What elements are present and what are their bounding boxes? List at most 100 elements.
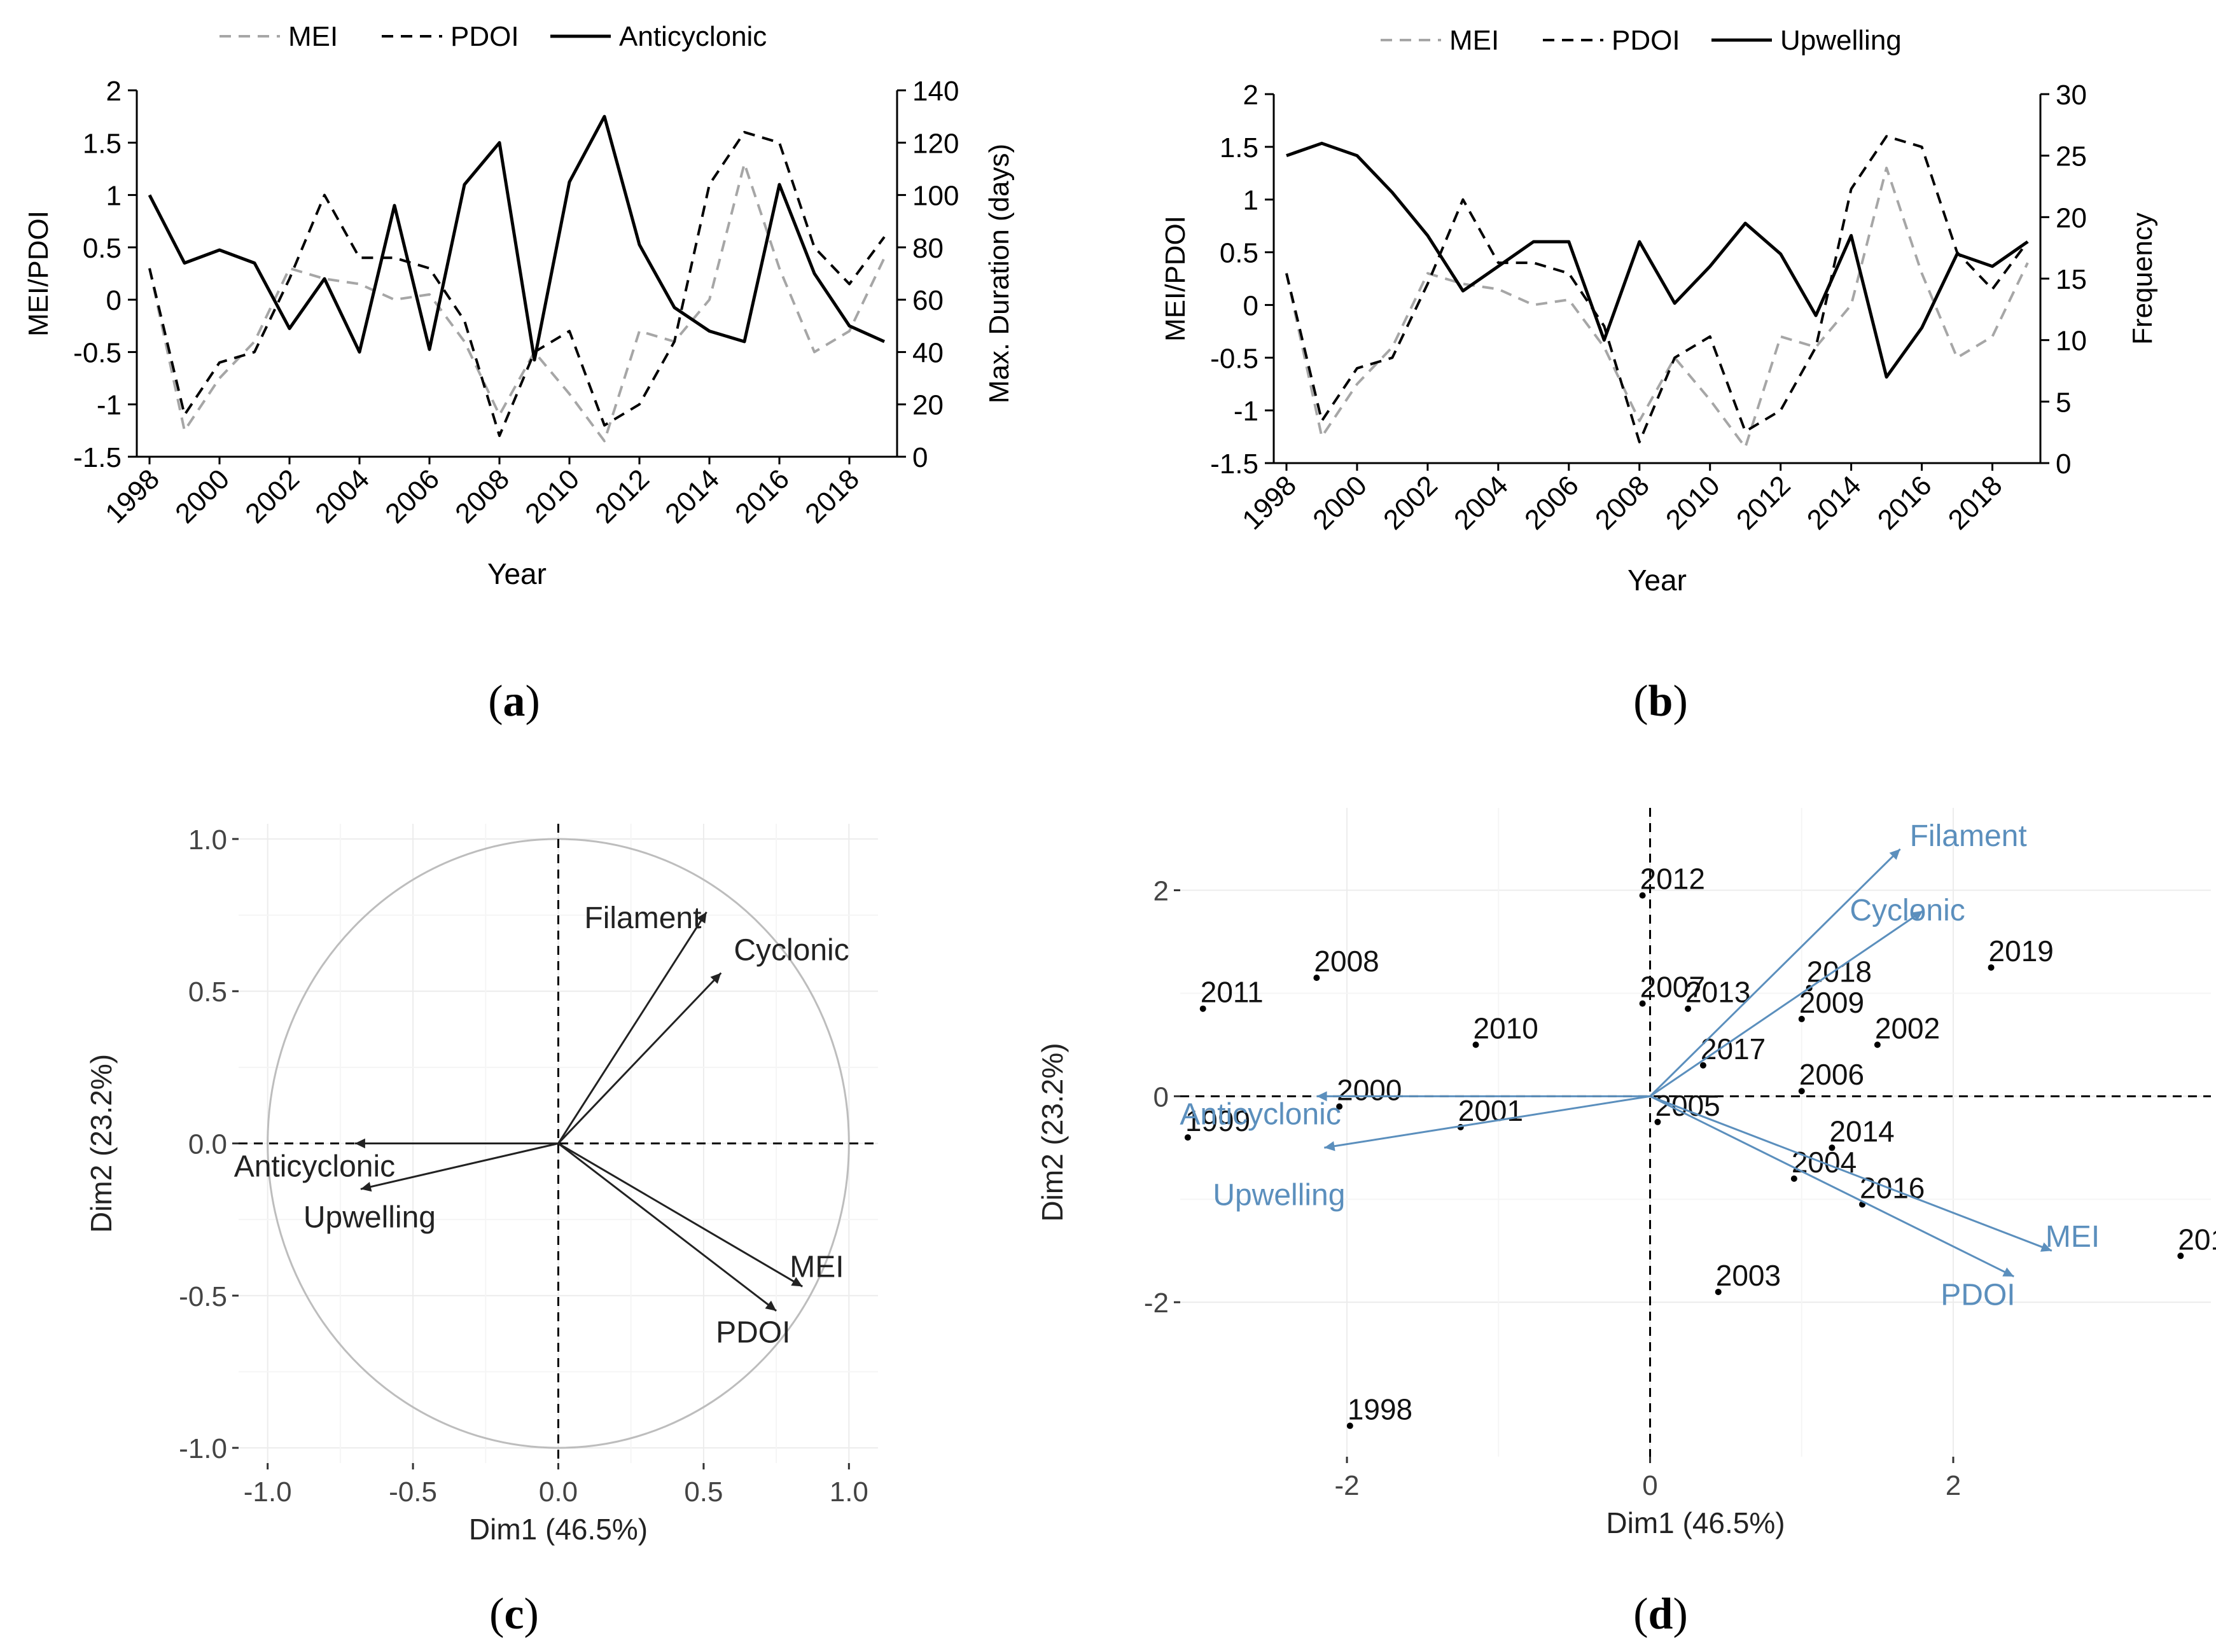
- vector-line-filament: [557, 911, 707, 1144]
- correlation-circle: [267, 838, 850, 1449]
- vector-line-mei: [557, 1142, 803, 1288]
- y-axis-title-right: Frequency: [2127, 212, 2158, 345]
- y-tick-label: 1.0: [188, 824, 227, 856]
- vector-label-upwelling: Upwelling: [1213, 1178, 1345, 1212]
- x-axis-title: Dim1 (46.5%): [469, 1513, 648, 1546]
- data-point-label: 1999: [1185, 1104, 1250, 1137]
- panel-caption-d: (d): [1633, 1590, 1688, 1639]
- y-tick-label: -0.5: [179, 1281, 227, 1312]
- data-point-label: 2008: [1314, 945, 1379, 978]
- data-point-label: 2011: [1201, 976, 1264, 1009]
- y-tick-label-left: 0.5: [83, 233, 122, 264]
- panel-caption-b-letter: b: [1648, 677, 1673, 726]
- y-tick-label-left: -1: [1234, 396, 1258, 427]
- vector-label-pdoi: PDOI: [716, 1316, 790, 1350]
- vector-label-mei: MEI: [2045, 1220, 2100, 1254]
- vector-line-pdoi: [557, 1142, 777, 1312]
- chart-panel-d: -2 0 2 -2 0 2 Dim1 (46.5%) Dim2 (23.2%) 1998 1999…: [1036, 808, 2216, 1539]
- data-point: [1199, 1005, 1206, 1012]
- y-tick-label-left: 1.5: [83, 128, 122, 159]
- data-point-label: 2017: [1701, 1032, 1766, 1065]
- panel-caption-a-letter: a: [503, 677, 526, 726]
- vector-label-pdoi: PDOI: [1941, 1279, 2015, 1312]
- y-tick-label-right: 20: [2056, 202, 2087, 233]
- y-axis-title-left: MEI/PDOI: [23, 211, 54, 337]
- y-tick-label-right: 15: [2056, 264, 2087, 295]
- vector-line-upwelling: [360, 1142, 559, 1190]
- y-tick-label-right: 0: [912, 442, 928, 473]
- vector-line-cyclonic: [1649, 910, 1924, 1097]
- y-tick-label-right: 25: [2056, 141, 2087, 172]
- y-tick-label: -2: [1144, 1288, 1169, 1319]
- x-tick-label: -1.0: [244, 1476, 292, 1508]
- series-line-pdoi: [148, 130, 886, 438]
- series-line-anticyclonic: [148, 115, 886, 362]
- vector-arrowhead-pdoi: [2002, 1267, 2014, 1277]
- x-axis-title: Year: [487, 557, 547, 590]
- legend-label-mei: MEI: [288, 21, 338, 52]
- data-point-label: 2003: [1716, 1259, 1781, 1292]
- vector-arrowhead-cyclonic: [710, 973, 721, 984]
- y-tick-label-right: 60: [912, 285, 944, 316]
- vector-label-cyclonic: Cyclonic: [734, 934, 849, 968]
- vector-arrowhead-pdoi: [765, 1300, 777, 1311]
- y-tick-label-left: 1: [1243, 185, 1258, 216]
- y-tick-label-right: 120: [912, 128, 959, 159]
- vector-line-mei: [1649, 1095, 2052, 1252]
- vector-label-filament: Filament: [1910, 819, 2027, 853]
- panel-caption-c-letter: c: [504, 1590, 524, 1639]
- data-point: [1715, 1288, 1722, 1295]
- series-line-mei: [1285, 167, 2029, 449]
- data-point-label: 2006: [1799, 1058, 1864, 1091]
- y-tick-label-right: 40: [912, 337, 944, 368]
- legend-label-mei: MEI: [1449, 25, 1499, 56]
- series-line-upwelling: [1286, 141, 2029, 379]
- y-tick-label-left: 0: [1243, 290, 1258, 321]
- vector-arrowhead-filament: [1889, 849, 1900, 860]
- legend-label-pdoi: PDOI: [450, 21, 519, 52]
- y-tick-label-right: 30: [2056, 80, 2087, 111]
- vector-label-filament: Filament: [584, 901, 701, 935]
- data-point: [1336, 1103, 1343, 1110]
- data-point: [1829, 1144, 1836, 1151]
- data-point: [1346, 1422, 1353, 1429]
- data-point-label: 2004: [1792, 1146, 1857, 1179]
- vector-line-pdoi: [1649, 1095, 2014, 1278]
- data-point: [1184, 1134, 1191, 1141]
- vector-label-cyclonic: Cyclonic: [1850, 894, 1965, 927]
- y-tick-label-left: 1.5: [1220, 132, 1258, 163]
- data-point-label: 2014: [1829, 1114, 1894, 1148]
- data-point-label: 2009: [1799, 986, 1864, 1019]
- x-axis-title: Dim1 (46.5%): [1606, 1506, 1785, 1539]
- vector-line-upwelling: [1324, 1095, 1650, 1149]
- y-axis-title: Dim2 (23.2%): [1036, 1043, 1069, 1221]
- data-point-label: 1998: [1348, 1392, 1412, 1426]
- y-tick-label-left: 1: [106, 181, 122, 212]
- vector-arrowhead-upwelling: [1324, 1141, 1335, 1151]
- vector-arrowhead-mei: [2040, 1242, 2052, 1252]
- y-tick-label: -1.0: [179, 1433, 227, 1464]
- y-axis-title-right: Max. Duration (days): [984, 144, 1015, 403]
- vector-arrowhead-anticyclonic: [354, 1138, 365, 1149]
- y-tick-label-right: 10: [2056, 326, 2087, 357]
- y-tick-label-left: -0.5: [1210, 343, 1258, 374]
- data-point: [1874, 1041, 1881, 1048]
- legend-label-anticyclonic: Anticyclonic: [619, 21, 767, 52]
- y-tick-label: 2: [1153, 876, 1169, 907]
- vector-label-anticyclonic: Anticyclonic: [234, 1150, 395, 1184]
- data-point: [1988, 964, 1995, 971]
- y-tick-label-left: 2: [1243, 80, 1258, 111]
- y-tick-label: 0.0: [188, 1129, 227, 1160]
- data-point: [1699, 1062, 1706, 1069]
- data-point: [1313, 975, 1320, 982]
- data-point: [2177, 1253, 2184, 1260]
- data-point-label: 2010: [1474, 1011, 1538, 1045]
- vector-label-upwelling: Upwelling: [303, 1200, 436, 1234]
- legend-label-upwelling: Upwelling: [1780, 25, 1902, 56]
- data-point: [1639, 1000, 1646, 1007]
- data-point-label: 2000: [1337, 1074, 1402, 1107]
- vector-line-filament: [1649, 848, 1901, 1097]
- y-tick-label-left: -1.5: [73, 442, 122, 473]
